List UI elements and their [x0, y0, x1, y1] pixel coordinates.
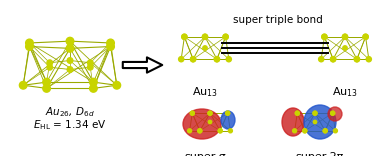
Ellipse shape	[221, 111, 235, 129]
Text: Au$_{13}$: Au$_{13}$	[192, 85, 218, 99]
Circle shape	[330, 57, 336, 62]
Circle shape	[342, 34, 348, 39]
Circle shape	[226, 111, 230, 115]
Circle shape	[107, 43, 114, 50]
Circle shape	[208, 111, 212, 115]
Circle shape	[67, 58, 73, 63]
Text: super-2π: super-2π	[296, 152, 344, 156]
Circle shape	[208, 120, 212, 124]
Circle shape	[313, 120, 317, 124]
Circle shape	[323, 129, 327, 133]
Circle shape	[87, 64, 93, 70]
Ellipse shape	[328, 107, 342, 121]
Circle shape	[303, 129, 307, 133]
Circle shape	[198, 129, 202, 133]
Circle shape	[354, 57, 359, 62]
Ellipse shape	[183, 109, 221, 139]
Circle shape	[323, 129, 327, 133]
Circle shape	[107, 39, 114, 47]
Text: super triple bond: super triple bond	[233, 15, 323, 25]
Ellipse shape	[282, 108, 304, 136]
Circle shape	[198, 129, 202, 133]
Circle shape	[313, 111, 317, 115]
Circle shape	[90, 78, 97, 86]
Circle shape	[178, 57, 184, 62]
Circle shape	[202, 34, 208, 39]
Circle shape	[331, 111, 335, 115]
Circle shape	[191, 111, 194, 115]
Circle shape	[293, 129, 297, 133]
Circle shape	[363, 34, 368, 39]
Circle shape	[202, 34, 208, 39]
Circle shape	[295, 111, 299, 115]
Circle shape	[87, 60, 93, 66]
Circle shape	[214, 57, 220, 62]
Circle shape	[295, 111, 299, 115]
Circle shape	[214, 57, 220, 62]
Circle shape	[363, 34, 368, 39]
Circle shape	[113, 81, 121, 89]
Circle shape	[342, 34, 348, 39]
Circle shape	[333, 129, 338, 133]
Text: super-σ: super-σ	[184, 152, 226, 156]
Circle shape	[208, 111, 212, 115]
Circle shape	[330, 57, 336, 62]
Circle shape	[226, 57, 231, 62]
Circle shape	[182, 34, 187, 39]
Circle shape	[223, 34, 228, 39]
Circle shape	[203, 46, 207, 50]
Text: Au$_{13}$: Au$_{13}$	[332, 85, 358, 99]
Circle shape	[47, 64, 53, 70]
Circle shape	[354, 57, 359, 62]
Text: Au$_{26}$, $D_{6d}$: Au$_{26}$, $D_{6d}$	[45, 105, 95, 119]
Circle shape	[191, 57, 196, 62]
Circle shape	[191, 111, 194, 115]
Circle shape	[366, 57, 372, 62]
Circle shape	[331, 111, 335, 115]
Circle shape	[322, 34, 327, 39]
Ellipse shape	[304, 105, 336, 139]
Circle shape	[226, 111, 230, 115]
Circle shape	[67, 67, 73, 72]
Circle shape	[218, 129, 222, 133]
Circle shape	[182, 34, 187, 39]
Circle shape	[218, 129, 222, 133]
Circle shape	[303, 129, 307, 133]
Circle shape	[343, 46, 347, 50]
Circle shape	[228, 129, 232, 133]
Circle shape	[191, 57, 196, 62]
Circle shape	[47, 60, 53, 66]
Circle shape	[90, 85, 97, 92]
Circle shape	[43, 85, 50, 92]
Circle shape	[26, 43, 33, 50]
Circle shape	[223, 34, 228, 39]
Circle shape	[66, 45, 74, 52]
Circle shape	[66, 37, 74, 45]
Circle shape	[319, 57, 324, 62]
Text: $E_{\mathrm{HL}}$ = 1.34 eV: $E_{\mathrm{HL}}$ = 1.34 eV	[33, 118, 107, 132]
Circle shape	[313, 111, 317, 115]
Circle shape	[322, 34, 327, 39]
Circle shape	[43, 78, 50, 86]
Circle shape	[187, 129, 192, 133]
Circle shape	[19, 81, 27, 89]
Circle shape	[26, 39, 33, 47]
